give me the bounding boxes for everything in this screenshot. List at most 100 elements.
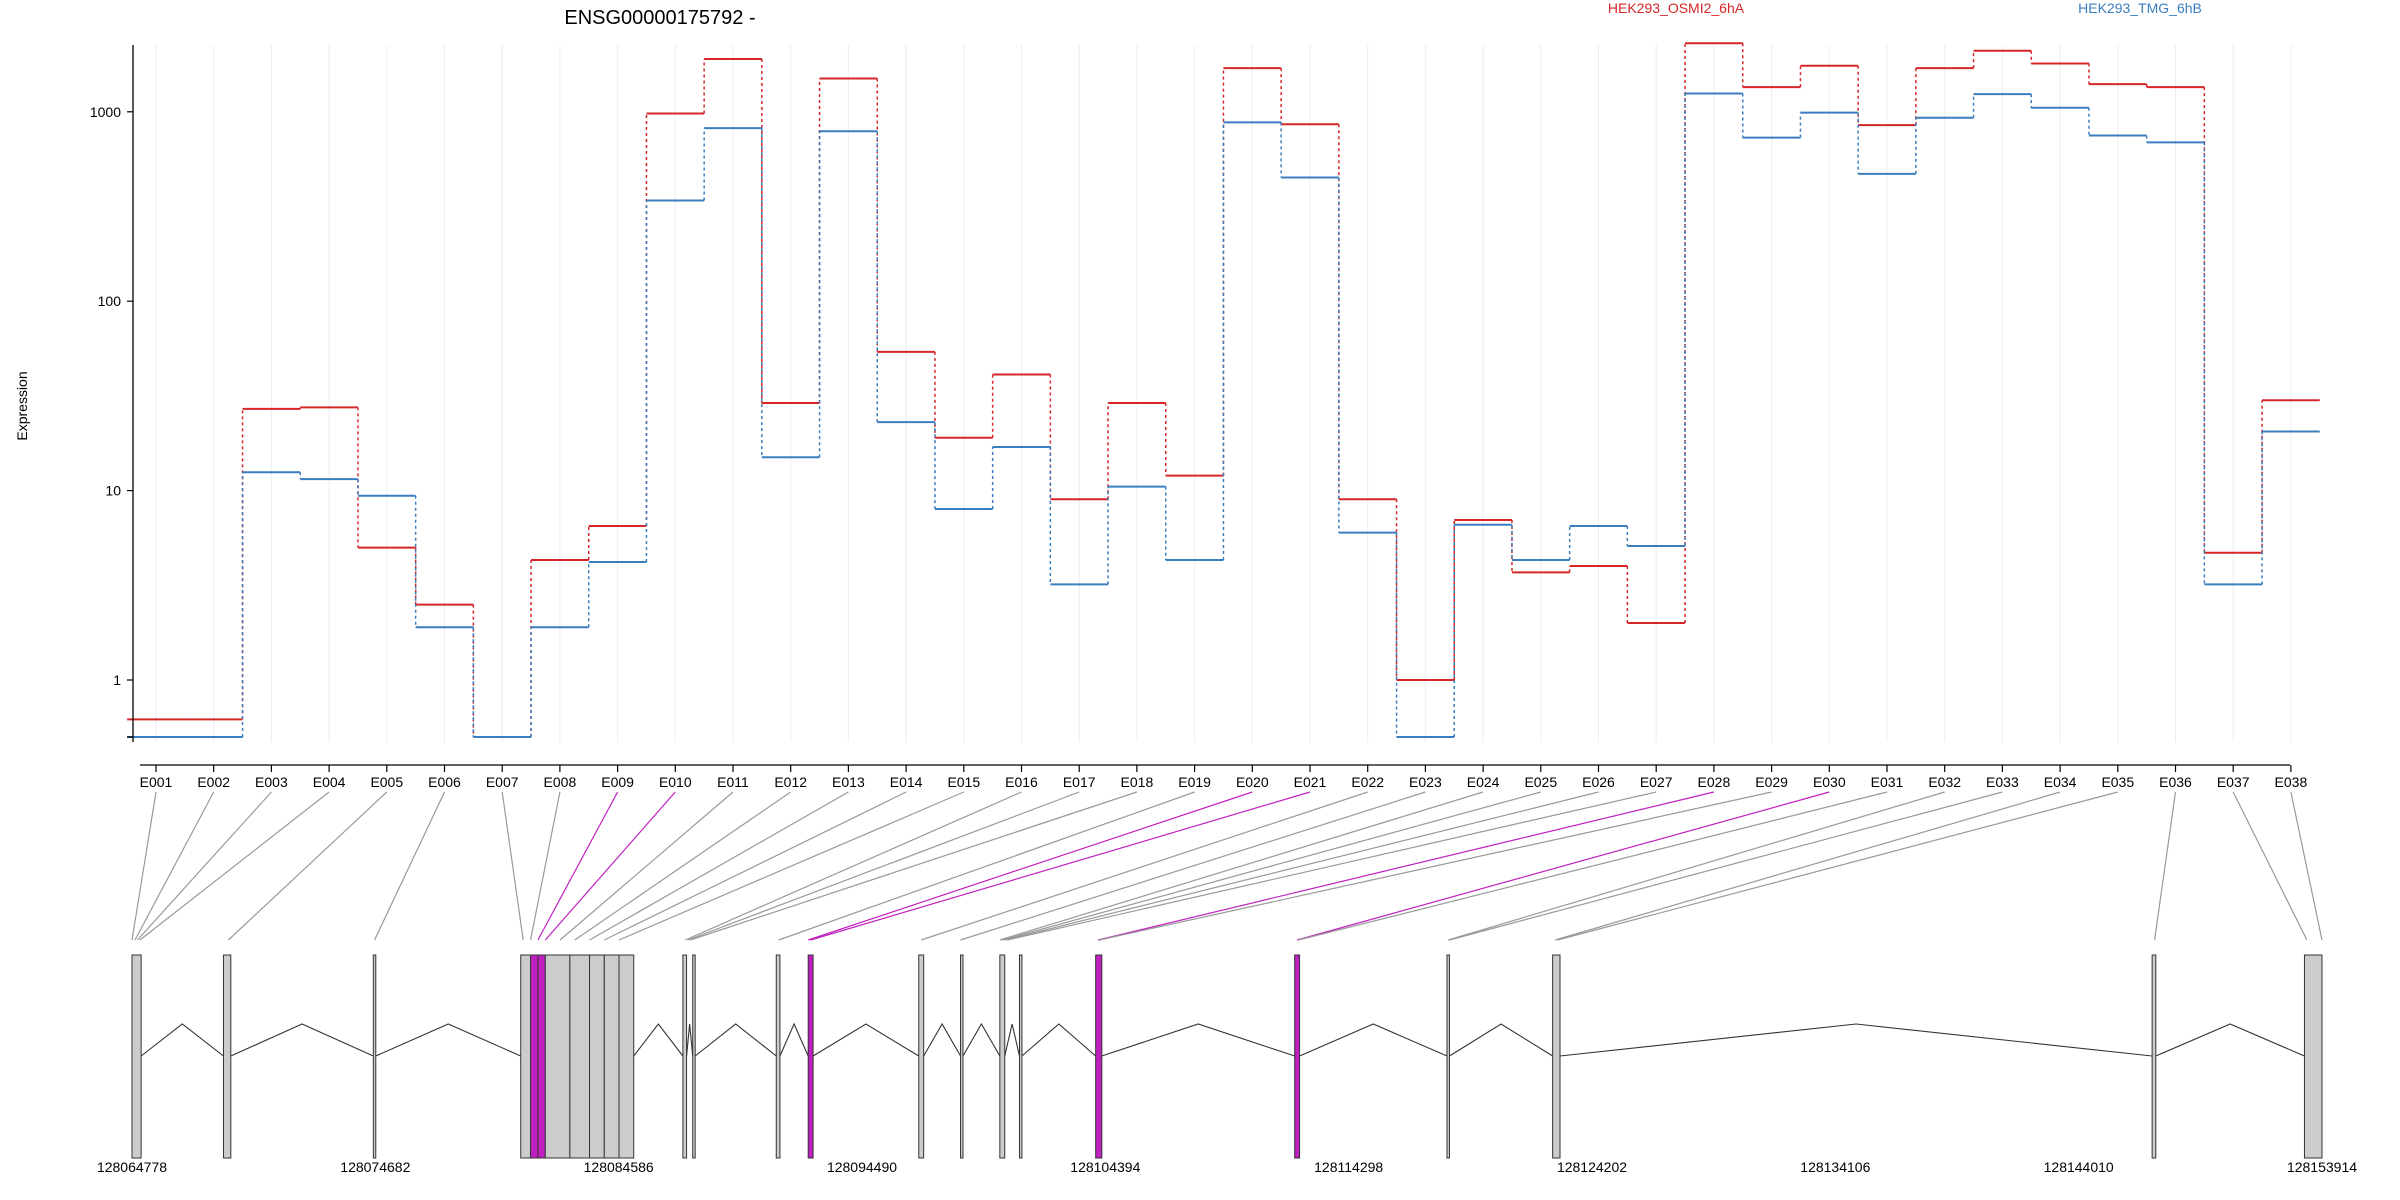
coordinate-label: 128134106 — [1800, 1159, 1870, 1175]
x-tick-label: E031 — [1871, 774, 1904, 790]
coordinate-label: 128153914 — [2287, 1159, 2357, 1175]
exon — [2151, 954, 2157, 1159]
coordinate-label: 128144010 — [2044, 1159, 2114, 1175]
x-tick-label: E021 — [1294, 774, 1327, 790]
exon — [569, 954, 591, 1159]
exon — [1446, 954, 1450, 1159]
intron — [962, 1022, 1001, 1057]
bin-connector — [1298, 791, 1888, 941]
exon — [618, 954, 635, 1159]
exon — [520, 954, 532, 1159]
x-tick-label: E035 — [2101, 774, 2134, 790]
bin-connector — [529, 791, 561, 941]
x-tick-label: E024 — [1467, 774, 1500, 790]
x-tick-label: E015 — [947, 774, 980, 790]
bin-connector — [687, 791, 1080, 941]
bin-connectors — [131, 791, 2323, 941]
x-tick-label: E018 — [1121, 774, 1154, 790]
exon — [131, 954, 142, 1159]
y-tick-label: 1000 — [90, 104, 121, 120]
intron — [923, 1022, 961, 1057]
x-tick-label: E009 — [601, 774, 634, 790]
exon — [999, 954, 1006, 1159]
x-tick-label: E014 — [890, 774, 923, 790]
bin-connector — [618, 791, 965, 941]
exon — [682, 954, 688, 1159]
bin-connector — [604, 791, 907, 941]
intron — [686, 1023, 694, 1057]
x-tick-label: E011 — [717, 774, 749, 790]
x-tick-label: E003 — [255, 774, 288, 790]
vertical-grid — [155, 45, 2292, 742]
x-tick-label: E033 — [1986, 774, 2019, 790]
bin-connector — [2290, 791, 2323, 941]
x-tick-label: E008 — [544, 774, 577, 790]
exon — [960, 954, 964, 1159]
bin-connector — [544, 791, 676, 941]
intron — [1449, 1023, 1553, 1057]
coordinate-label: 128084586 — [584, 1159, 654, 1175]
intron — [1101, 1023, 1295, 1057]
intron — [140, 1023, 224, 1057]
coordinate-label: 128124202 — [1557, 1159, 1627, 1175]
exon — [544, 954, 571, 1159]
x-tick-label: E036 — [2159, 774, 2192, 790]
exon — [372, 954, 377, 1159]
coordinate-label: 128104394 — [1070, 1159, 1140, 1175]
bin-connector — [139, 791, 330, 941]
bin-connector — [1007, 791, 1657, 941]
bin-connector — [1449, 791, 2003, 941]
exon — [589, 954, 605, 1159]
gene-model — [131, 954, 2323, 1159]
x-tick-label: E007 — [486, 774, 519, 790]
axes — [132, 45, 2290, 766]
coordinate-label: 128064778 — [97, 1159, 167, 1175]
bin-connector — [2153, 791, 2177, 941]
intron — [230, 1023, 374, 1057]
x-tick-label: E025 — [1524, 774, 1557, 790]
y-tick-label: 10 — [105, 483, 121, 499]
x-tick-label: E028 — [1698, 774, 1731, 790]
y-ticks: 1 10 100 1000 — [90, 104, 133, 738]
x-tick-label: E017 — [1063, 774, 1096, 790]
legend-series-1: HEK293_OSMI2_6hA — [1608, 0, 1745, 16]
x-tick-label: E029 — [1755, 774, 1788, 790]
bin-connector — [1296, 791, 1830, 941]
x-tick-label: E026 — [1582, 774, 1615, 790]
exon — [603, 954, 620, 1159]
y-tick-label: 100 — [98, 293, 122, 309]
bin-connector — [501, 791, 524, 941]
bin-connector — [537, 791, 619, 941]
y-axis-label: Expression — [14, 371, 30, 440]
bin-connector — [685, 791, 1022, 941]
x-tick-label: E030 — [1813, 774, 1846, 790]
coordinate-label: 128074682 — [340, 1159, 410, 1175]
intron — [1004, 1023, 1021, 1057]
chart-title: ENSG00000175792 - — [564, 7, 755, 29]
bin-connector — [1554, 791, 2061, 941]
intron — [694, 1023, 777, 1057]
x-tick-label: E001 — [140, 774, 173, 790]
bin-connector — [559, 791, 734, 941]
exon — [1095, 954, 1103, 1159]
exon — [692, 954, 696, 1159]
intron — [812, 1023, 920, 1057]
intron — [2155, 1023, 2305, 1057]
x-tick-label: E006 — [428, 774, 461, 790]
bin-connector — [999, 791, 1484, 941]
x-tick-label: E027 — [1640, 774, 1673, 790]
bin-connector — [1097, 791, 1715, 941]
bin-connector — [1004, 791, 1599, 941]
exon — [530, 954, 539, 1159]
x-tick-label: E034 — [2044, 774, 2077, 790]
x-tick-label: E038 — [2275, 774, 2308, 790]
bin-connector — [810, 791, 1311, 941]
bin-connector — [1002, 791, 1541, 941]
bin-connector — [131, 791, 157, 941]
exon — [537, 954, 546, 1159]
bin-connector — [137, 791, 272, 941]
x-tick-label: E013 — [832, 774, 865, 790]
bin-connector — [808, 791, 1253, 941]
bin-connector — [921, 791, 1368, 941]
